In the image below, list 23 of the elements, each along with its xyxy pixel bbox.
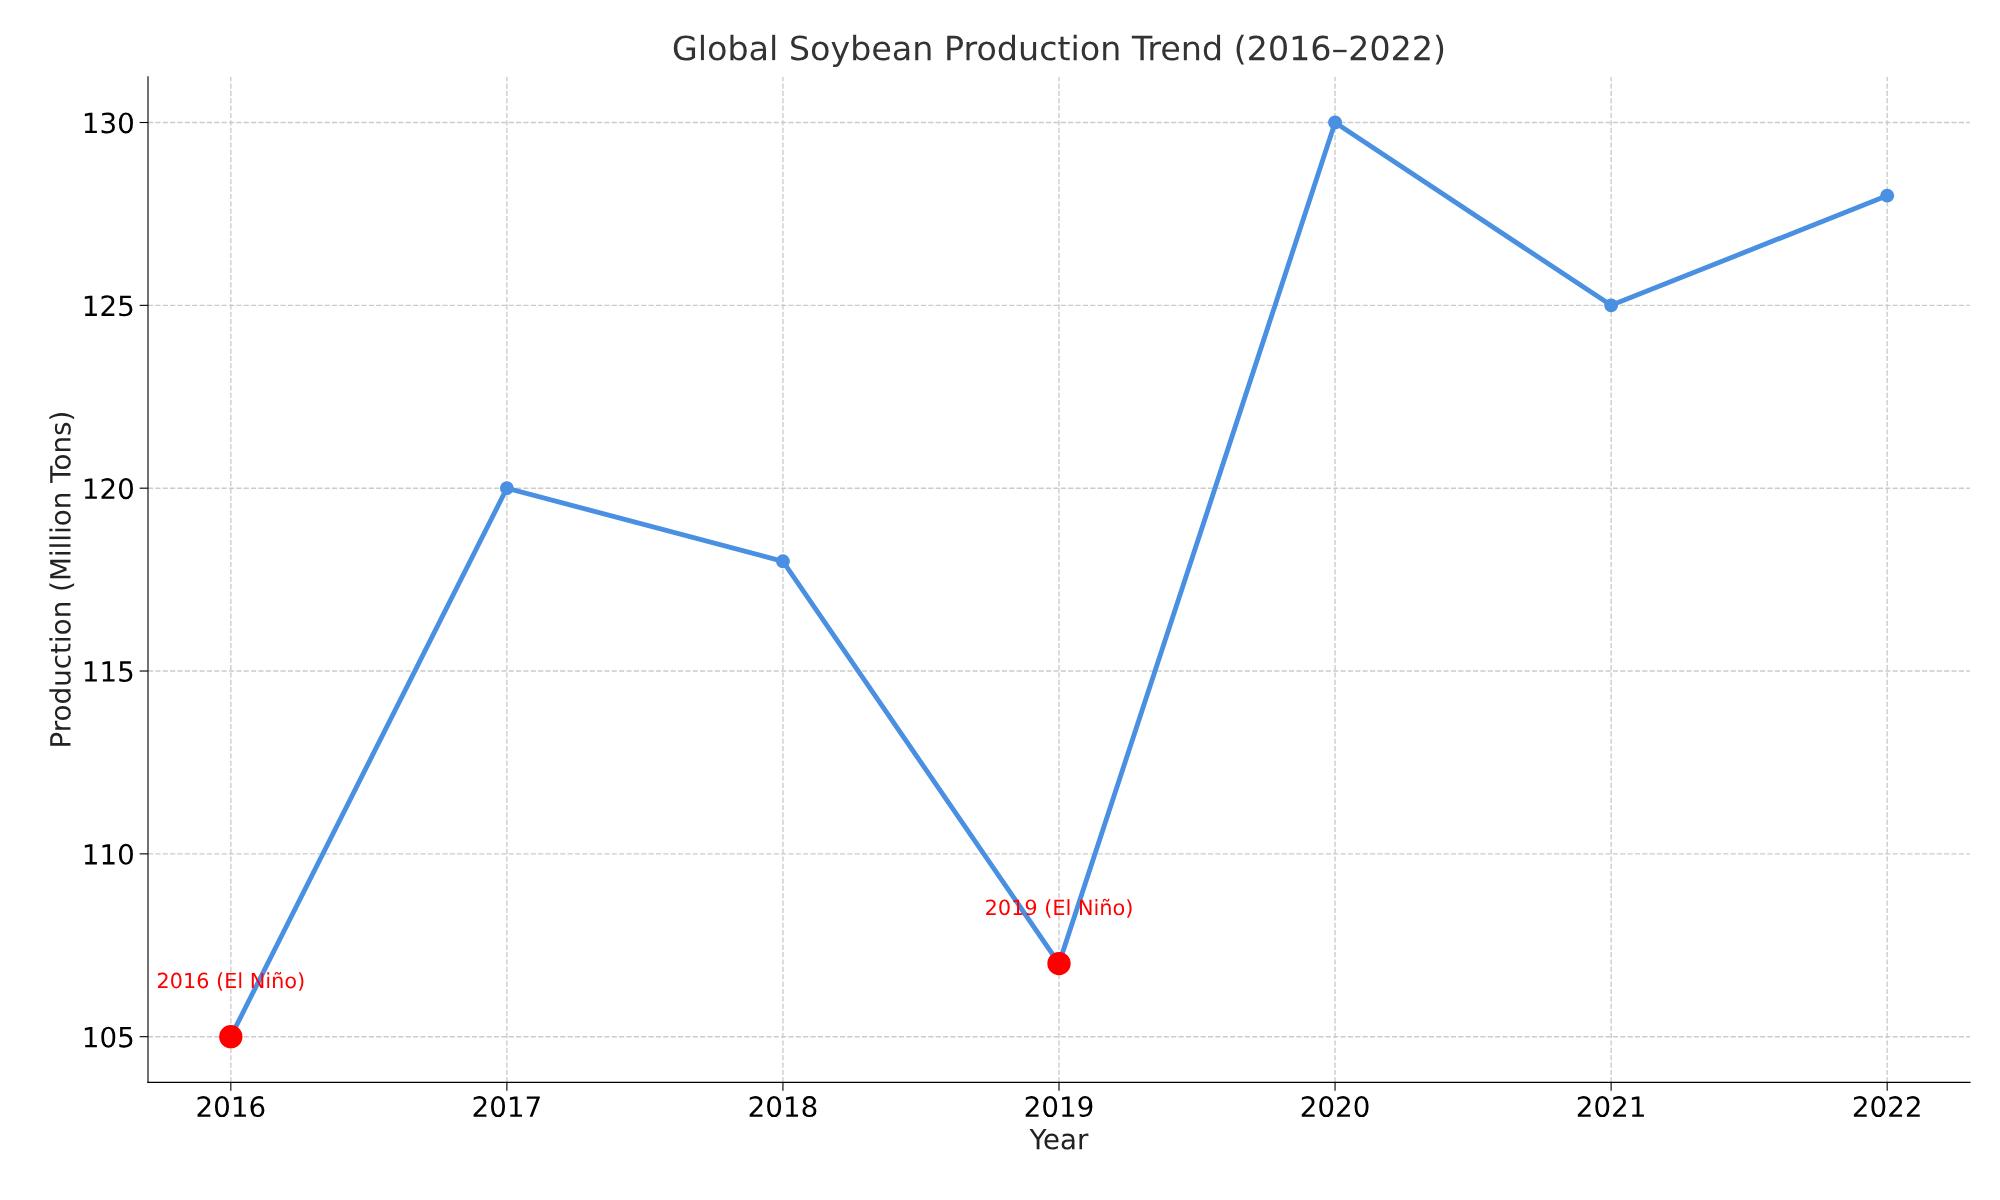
x-tick-label: 2016 bbox=[197, 1096, 265, 1118]
point bbox=[1047, 951, 1071, 976]
x-axis-title: Year bbox=[1029, 1128, 1089, 1150]
point bbox=[219, 1025, 243, 1049]
point bbox=[1328, 115, 1343, 130]
x-tick-label: 2017 bbox=[473, 1096, 540, 1118]
point bbox=[1880, 188, 1895, 203]
y-axis-title: Production (Million Tons) bbox=[49, 413, 75, 746]
y-tick-label: 115 bbox=[84, 661, 133, 682]
y-tick-label: 125 bbox=[84, 295, 133, 317]
point bbox=[1604, 298, 1619, 313]
y-tick-label: 120 bbox=[84, 478, 133, 500]
chart-title: Global Soybean Production Trend (2016–2022) bbox=[673, 34, 1444, 68]
y-tick-label: 130 bbox=[84, 112, 133, 134]
x-tick-label: 2021 bbox=[1577, 1096, 1644, 1118]
x-tick-label: 2019 bbox=[1025, 1096, 1093, 1118]
x-tick-label: 2022 bbox=[1853, 1096, 1920, 1118]
y-tick-label: 105 bbox=[84, 1026, 133, 1048]
x-tick-label: 2018 bbox=[749, 1096, 817, 1118]
x-tick-label: 2020 bbox=[1301, 1096, 1369, 1118]
y-tick-label: 110 bbox=[84, 843, 133, 865]
point bbox=[499, 481, 514, 496]
point bbox=[775, 554, 790, 569]
